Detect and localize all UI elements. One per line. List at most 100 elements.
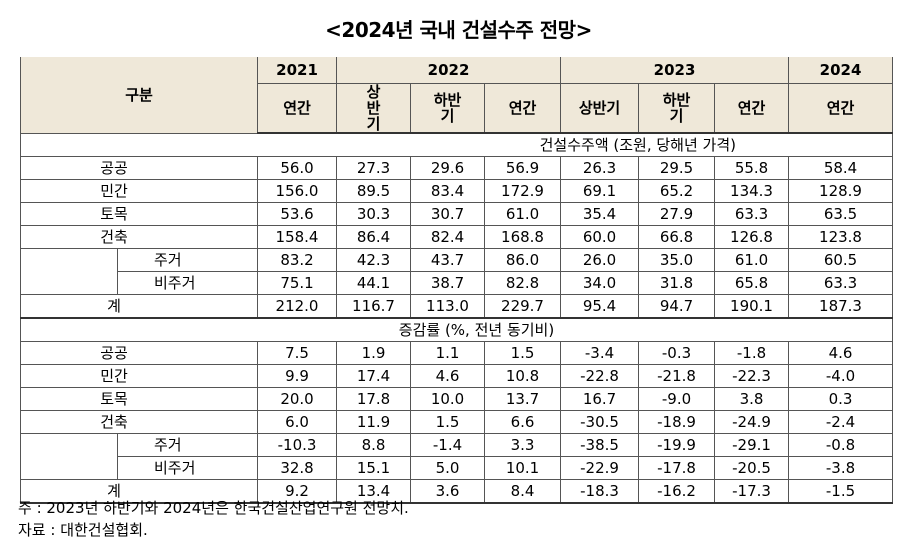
value-cell: 43.7 [410, 248, 486, 272]
table-row: 공공 56.0 27.3 29.6 56.9 26.3 29.5 55.8 58.4 [19, 156, 894, 180]
value-cell: -24.9 [714, 410, 790, 434]
value-cell: 5.0 [410, 456, 486, 480]
header-2022-h1: 상반기 [336, 83, 412, 134]
value-cell: 0.3 [788, 387, 894, 411]
value-cell: -10.3 [257, 433, 338, 457]
value-cell: 156.0 [257, 179, 338, 203]
section-caption: 건설수주액 (조원, 당해년 가격) [19, 132, 894, 157]
footnotes: 주 : 2023년 하반기와 2024년은 한국건설산업연구원 전망치. 자료 … [18, 497, 409, 541]
value-cell: -9.0 [638, 387, 716, 411]
value-cell: 63.3 [714, 202, 790, 226]
value-cell: 63.5 [788, 202, 894, 226]
value-cell: 44.1 [336, 271, 412, 295]
value-cell: -4.0 [788, 364, 894, 388]
value-cell: 83.4 [410, 179, 486, 203]
value-cell: 1.5 [484, 341, 562, 365]
value-cell: 89.5 [336, 179, 412, 203]
value-cell: 35.4 [560, 202, 640, 226]
value-cell: 60.5 [788, 248, 894, 272]
value-cell: -19.9 [638, 433, 716, 457]
value-cell: 8.4 [484, 479, 562, 504]
value-cell: -22.8 [560, 364, 640, 388]
value-cell: -18.3 [560, 479, 640, 504]
table-row: 계 212.0 116.7 113.0 229.7 95.4 94.7 190.1 187.3 [19, 294, 894, 319]
header-year-2021: 2021 [257, 57, 338, 84]
value-cell: -0.3 [638, 341, 716, 365]
value-cell: 94.7 [638, 294, 716, 319]
value-cell: 29.6 [410, 156, 486, 180]
value-cell: 9.9 [257, 364, 338, 388]
header-year-2023: 2023 [560, 57, 790, 84]
value-cell: -17.3 [714, 479, 790, 504]
value-cell: 212.0 [257, 294, 338, 319]
value-cell: 7.5 [257, 341, 338, 365]
value-cell: 190.1 [714, 294, 790, 319]
value-cell: 10.1 [484, 456, 562, 480]
header-2024-annual: 연간 [788, 83, 894, 134]
value-cell: 20.0 [257, 387, 338, 411]
section-caption: 증감률 (%, 전년 동기비) [19, 317, 894, 342]
value-cell: 10.8 [484, 364, 562, 388]
table-row: 주거 -10.3 8.8 -1.4 3.3 -38.5 -19.9 -29.1 -0.8 [20, 433, 894, 480]
value-cell: -3.4 [560, 341, 640, 365]
row-label: 주거 [116, 433, 259, 457]
header-2023-h2: 하반기 [638, 83, 716, 134]
table-row: 공공 7.5 1.9 1.1 1.5 -3.4 -0.3 -1.8 4.6 [19, 341, 894, 365]
value-cell: 35.0 [638, 248, 716, 272]
value-cell: -29.1 [714, 433, 790, 457]
table-row: 주거 83.2 42.3 43.7 86.0 26.0 35.0 61.0 60.5 [20, 248, 894, 295]
value-cell: 69.1 [560, 179, 640, 203]
value-cell: 16.7 [560, 387, 640, 411]
table-row: 비주거 32.8 15.1 5.0 10.1 -22.9 -17.8 -20.5 -3.8 [21, 456, 894, 480]
value-cell: -0.8 [788, 433, 894, 457]
row-label: 토목 [19, 387, 259, 411]
value-cell: 10.0 [410, 387, 486, 411]
value-cell: 53.6 [257, 202, 338, 226]
indent-cell [20, 433, 118, 480]
value-cell: 1.5 [410, 410, 486, 434]
header-year-2022: 2022 [336, 57, 562, 84]
value-cell: -18.9 [638, 410, 716, 434]
value-cell: 61.0 [714, 248, 790, 272]
value-cell: 30.3 [336, 202, 412, 226]
value-cell: -17.8 [638, 456, 716, 480]
value-cell: 168.8 [484, 225, 562, 249]
value-cell: 17.4 [336, 364, 412, 388]
value-cell: 86.4 [336, 225, 412, 249]
table-row: 민간 156.0 89.5 83.4 172.9 69.1 65.2 134.3 128.9 [19, 179, 894, 203]
value-cell: 1.9 [336, 341, 412, 365]
value-cell: 27.9 [638, 202, 716, 226]
value-cell: 9.2 [257, 479, 338, 504]
table-row: 토목 20.0 17.8 10.0 13.7 16.7 -9.0 3.8 0.3 [19, 387, 894, 411]
value-cell: 1.1 [410, 341, 486, 365]
value-cell: 15.1 [336, 456, 412, 480]
value-cell: 29.5 [638, 156, 716, 180]
header-gubun: 구분 [19, 57, 259, 134]
table-row: 건축 6.0 11.9 1.5 6.6 -30.5 -18.9 -24.9 -2.4 [19, 410, 894, 434]
table-row: 비주거 75.1 44.1 38.7 82.8 34.0 31.8 65.8 63.3 [21, 271, 894, 295]
value-cell: 3.8 [714, 387, 790, 411]
header-2022-annual: 연간 [484, 83, 562, 134]
value-cell: 134.3 [714, 179, 790, 203]
value-cell: 56.0 [257, 156, 338, 180]
row-label: 비주거 [116, 456, 259, 480]
table-title: <2024년 국내 건설수주 전망> [325, 18, 592, 42]
row-label: 주거 [116, 248, 259, 272]
value-cell: -22.9 [560, 456, 640, 480]
value-cell: 6.6 [484, 410, 562, 434]
value-cell: -22.3 [714, 364, 790, 388]
value-cell: 32.8 [257, 456, 338, 480]
value-cell: -21.8 [638, 364, 716, 388]
value-cell: 61.0 [484, 202, 562, 226]
value-cell: -2.4 [788, 410, 894, 434]
value-cell: 60.0 [560, 225, 640, 249]
indent-cell [20, 248, 118, 295]
value-cell: 3.6 [410, 479, 486, 504]
value-cell: 116.7 [336, 294, 412, 319]
value-cell: 158.4 [257, 225, 338, 249]
row-label: 비주거 [116, 271, 259, 295]
construction-orders-table: 구분 2021 2022 2023 2024 연간 상반기 하반기 연간 상반기… [19, 57, 894, 504]
value-cell: -20.5 [714, 456, 790, 480]
value-cell: 31.8 [638, 271, 716, 295]
note-line: 주 : 2023년 하반기와 2024년은 한국건설산업연구원 전망치. [18, 499, 409, 517]
